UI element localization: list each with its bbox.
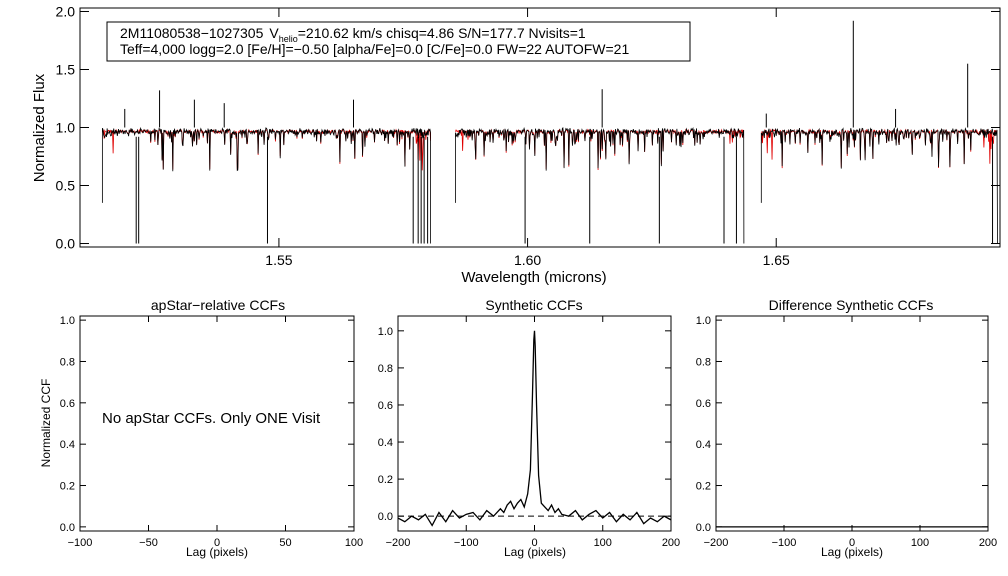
difference-ccf-x-label: Lag (pixels) bbox=[821, 545, 883, 559]
y-tick-label: 0.0 bbox=[696, 522, 711, 534]
apstar-ccf-panel: apStar−relative CCFs −100 −50 0 50 100 0.0 0.2… bbox=[39, 297, 363, 559]
x-tick-label: −200 bbox=[386, 537, 411, 549]
y-tick-label: 0.4 bbox=[60, 439, 75, 451]
y-tick-label: 0.8 bbox=[60, 356, 75, 368]
no-ccf-message: No apStar CCFs. Only ONE Visit bbox=[102, 410, 321, 427]
difference-ccf-title: Difference Synthetic CCFs bbox=[769, 297, 934, 313]
info-line-1: 2M11080538−1027305 Vhelio=210.62 km/s chi… bbox=[120, 25, 586, 44]
y-tick-label: 0.2 bbox=[696, 481, 711, 493]
info-v-label: V bbox=[269, 25, 279, 41]
apstar-ccf-title: apStar−relative CCFs bbox=[151, 297, 285, 313]
synthetic-ccf-panel: Synthetic CCFs −200 −100 0 100 200 0.0 0.2 0.4 0… bbox=[378, 297, 680, 559]
y-tick-label: 0.0 bbox=[378, 511, 393, 523]
synthetic-ccf-title: Synthetic CCFs bbox=[485, 297, 582, 313]
x-tick-label: −200 bbox=[704, 537, 729, 549]
x-tick-label: 100 bbox=[911, 537, 929, 549]
y-tick-label: 1.0 bbox=[56, 120, 76, 136]
info-line-1-rest: =210.62 km/s chisq=4.86 S/N=177.7 Nvisit… bbox=[298, 25, 586, 41]
y-tick-label: 0.8 bbox=[378, 363, 393, 375]
y-tick-label: 0.8 bbox=[696, 356, 711, 368]
x-tick-label: 50 bbox=[279, 537, 291, 549]
synthetic-ccf-data bbox=[397, 330, 672, 527]
x-tick-label: 0 bbox=[531, 537, 537, 549]
y-tick-label: 0.2 bbox=[60, 481, 75, 493]
x-tick-label: 1.60 bbox=[514, 252, 541, 268]
synthetic-ccf-x-label: Lag (pixels) bbox=[504, 545, 566, 559]
difference-ccf-frame bbox=[715, 315, 989, 532]
info-star-id: 2M11080538−1027305 bbox=[120, 25, 264, 41]
info-box-frame bbox=[106, 21, 691, 62]
y-tick-label: 0.4 bbox=[378, 437, 393, 449]
apstar-ccf-y-label: Normalized CCF bbox=[39, 379, 53, 468]
x-tick-label: 0 bbox=[214, 537, 220, 549]
y-tick-label: 1.0 bbox=[696, 315, 711, 327]
x-tick-label: 1.65 bbox=[763, 252, 790, 268]
observed-series-line bbox=[760, 127, 998, 244]
model-series-line bbox=[102, 128, 431, 171]
x-tick-label: 200 bbox=[662, 537, 680, 549]
y-tick-label: 1.5 bbox=[56, 61, 76, 77]
spectrum-y-label: Normalized Flux bbox=[31, 73, 48, 182]
x-tick-label: −50 bbox=[139, 537, 158, 549]
y-tick-label: 1.0 bbox=[60, 315, 75, 327]
y-tick-label: 0.6 bbox=[378, 400, 393, 412]
y-tick-label: 0.6 bbox=[60, 398, 75, 410]
info-v-subscript: helio bbox=[279, 34, 298, 44]
x-tick-label: 100 bbox=[594, 537, 612, 549]
y-tick-label: 0.2 bbox=[378, 474, 393, 486]
y-tick-label: 0.5 bbox=[56, 178, 76, 194]
difference-ccf-panel: Difference Synthetic CCFs −200 −100 0 100 20… bbox=[696, 297, 997, 559]
observed-series-line bbox=[455, 126, 745, 244]
spectrum-x-label: Wavelength (microns) bbox=[461, 269, 606, 286]
x-tick-label: 200 bbox=[979, 537, 997, 549]
apstar-ccf-x-label: Lag (pixels) bbox=[186, 545, 248, 559]
x-tick-label: −100 bbox=[68, 537, 93, 549]
observed-series-line bbox=[101, 126, 431, 244]
info-box: 2M11080538−1027305 Vhelio=210.62 km/s chi… bbox=[106, 21, 691, 62]
y-tick-label: 1.0 bbox=[378, 326, 393, 338]
y-tick-label: 0.0 bbox=[56, 236, 76, 252]
y-tick-label: 0.6 bbox=[696, 398, 711, 410]
y-tick-label: 0.0 bbox=[60, 522, 75, 534]
y-tick-label: 0.4 bbox=[696, 439, 711, 451]
synthetic-ccf-ticks: −200 −100 0 100 200 0.0 0.2 0.4 0.6 0.8 1.0 bbox=[378, 316, 680, 549]
spectrum-ticks: 1.55 1.60 1.65 0.0 0.5 1.0 1.5 2.0 bbox=[56, 3, 1000, 268]
x-tick-label: −100 bbox=[454, 537, 479, 549]
y-tick-label: 2.0 bbox=[56, 3, 76, 19]
synthetic-ccf-frame bbox=[397, 315, 672, 532]
x-tick-label: 100 bbox=[345, 537, 363, 549]
spectrum-observed-layer bbox=[101, 20, 998, 244]
x-tick-label: −100 bbox=[772, 537, 797, 549]
x-tick-label: 0 bbox=[849, 537, 855, 549]
x-tick-label: 1.55 bbox=[265, 252, 292, 268]
ccf-series-line bbox=[397, 330, 672, 527]
apstar-ccf-ticks: −100 −50 0 50 100 0.0 0.2 0.4 0.6 0.8 1.0 bbox=[60, 315, 363, 549]
difference-ccf-ticks: −200 −100 0 100 200 0.0 0.2 0.4 0.6 0.8 1.0 bbox=[696, 315, 997, 549]
spectrum-panel: 1.55 1.60 1.65 0.0 0.5 1.0 1.5 2.0 Wavelength (… bbox=[31, 3, 1001, 286]
info-line-2: Teff=4,000 logg=2.0 [Fe/H]=−0.50 [alpha/… bbox=[120, 41, 629, 57]
